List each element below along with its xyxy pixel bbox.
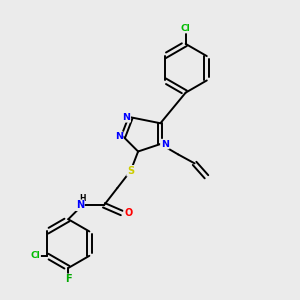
Text: Cl: Cl <box>181 24 190 33</box>
Text: N: N <box>161 140 169 148</box>
Text: Cl: Cl <box>30 251 40 260</box>
Text: O: O <box>124 208 132 218</box>
Text: N: N <box>76 200 84 210</box>
Text: N: N <box>122 113 130 122</box>
Text: F: F <box>65 274 72 284</box>
Text: N: N <box>115 132 123 141</box>
Text: H: H <box>79 194 86 203</box>
Text: S: S <box>127 166 134 176</box>
